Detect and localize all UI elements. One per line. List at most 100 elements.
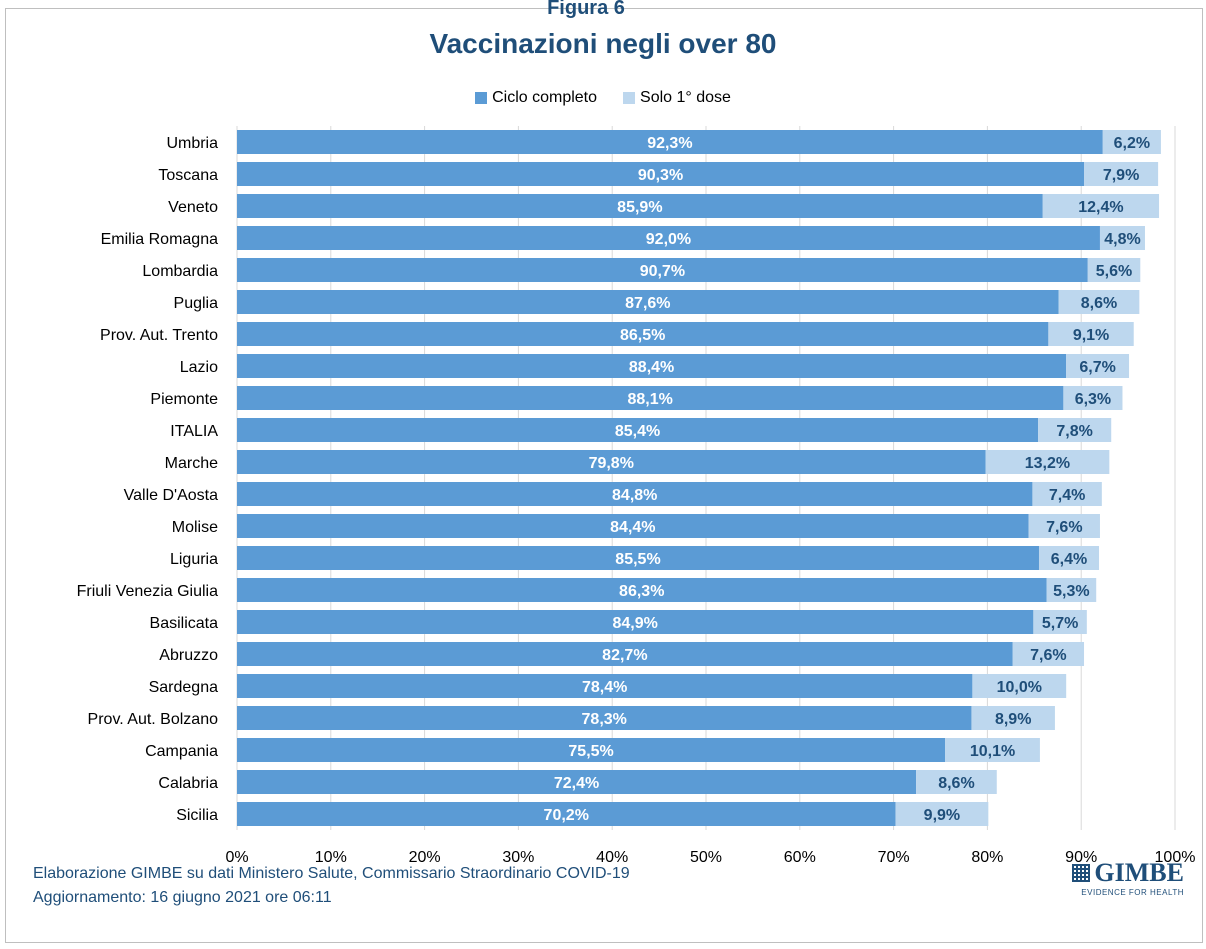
logo-tagline: EVIDENCE FOR HEALTH [1081, 888, 1184, 897]
category-label: Basilicata [150, 615, 219, 632]
logo-grid-icon [1072, 864, 1091, 882]
data-label-solo-prima-dose: 6,3% [1075, 391, 1111, 408]
bar-solo-prima-dose [1102, 130, 1161, 154]
bar-ciclo-completo [237, 802, 896, 826]
bar-solo-prima-dose [1063, 386, 1123, 410]
data-label-solo-prima-dose: 8,9% [995, 711, 1031, 728]
category-label: Sicilia [176, 807, 218, 824]
data-label-ciclo-completo: 84,9% [612, 615, 657, 632]
bar-ciclo-completo [237, 290, 1059, 314]
x-tick-label: 60% [784, 849, 816, 866]
bar-ciclo-completo [237, 194, 1043, 218]
bar-solo-prima-dose [971, 706, 1055, 730]
category-label: Marche [165, 455, 218, 472]
data-label-ciclo-completo: 82,7% [602, 647, 647, 664]
bar-solo-prima-dose [1048, 322, 1134, 346]
bar-solo-prima-dose [985, 450, 1110, 474]
bar-ciclo-completo [237, 354, 1067, 378]
data-label-ciclo-completo: 92,0% [646, 231, 691, 248]
bar-ciclo-completo [237, 386, 1064, 410]
data-label-solo-prima-dose: 6,4% [1051, 551, 1087, 568]
legend-swatch-first-dose [623, 92, 636, 104]
footer-updated: Aggiornamento: 16 giugno 2021 ore 06:11 [33, 889, 332, 906]
category-label: Umbria [166, 135, 218, 152]
data-label-ciclo-completo: 88,4% [629, 359, 674, 376]
legend-item-complete: Ciclo completo [475, 89, 597, 107]
data-label-solo-prima-dose: 8,6% [938, 775, 974, 792]
bar-solo-prima-dose [1032, 482, 1102, 506]
data-label-solo-prima-dose: 7,4% [1049, 487, 1085, 504]
bar-ciclo-completo [237, 322, 1049, 346]
data-label-ciclo-completo: 84,4% [610, 519, 655, 536]
bar-ciclo-completo [237, 706, 972, 730]
data-label-solo-prima-dose: 13,2% [1025, 455, 1070, 472]
x-tick-label: 80% [971, 849, 1003, 866]
bar-solo-prima-dose [1066, 354, 1130, 378]
category-label: Puglia [174, 295, 219, 312]
data-label-ciclo-completo: 78,4% [582, 679, 627, 696]
x-tick-label: 40% [596, 849, 628, 866]
chart-frame: Figura 6 [5, 0, 1203, 943]
data-label-ciclo-completo: 85,5% [615, 551, 660, 568]
data-label-solo-prima-dose: 10,1% [970, 743, 1015, 760]
category-label: Lombardia [142, 263, 218, 280]
category-label: Prov. Aut. Bolzano [88, 711, 219, 728]
bar-solo-prima-dose [1038, 418, 1112, 442]
data-label-ciclo-completo: 75,5% [568, 743, 613, 760]
bar-solo-prima-dose [1038, 546, 1100, 570]
bar-ciclo-completo [237, 546, 1039, 570]
data-label-solo-prima-dose: 7,8% [1056, 423, 1092, 440]
x-tick-label: 20% [409, 849, 441, 866]
bar-ciclo-completo [237, 674, 973, 698]
chart-title: Vaccinazioni negli over 80 [429, 28, 777, 59]
gimbe-logo: GIMBE EVIDENCE FOR HEALTH [1068, 858, 1184, 897]
data-label-solo-prima-dose: 6,7% [1079, 359, 1115, 376]
bar-solo-prima-dose [1012, 642, 1085, 666]
bar-ciclo-completo [237, 418, 1039, 442]
data-label-ciclo-completo: 70,2% [544, 807, 589, 824]
figure-label: Figura 6 [547, 0, 625, 19]
category-label: Lazio [180, 359, 218, 376]
bar-ciclo-completo [237, 738, 946, 762]
bar-solo-prima-dose [895, 802, 989, 826]
category-label: Molise [172, 519, 218, 536]
category-label: Piemonte [150, 391, 218, 408]
x-tick-label: 30% [502, 849, 534, 866]
data-label-solo-prima-dose: 7,9% [1103, 167, 1139, 184]
data-label-ciclo-completo: 88,1% [628, 391, 673, 408]
data-label-solo-prima-dose: 6,2% [1114, 135, 1150, 152]
data-label-ciclo-completo: 92,3% [647, 135, 692, 152]
data-label-solo-prima-dose: 7,6% [1030, 647, 1066, 664]
x-tick-label: 50% [690, 849, 722, 866]
bar-ciclo-completo [237, 578, 1047, 602]
bar-solo-prima-dose [1033, 610, 1087, 634]
category-label: Emilia Romagna [101, 231, 218, 248]
data-label-solo-prima-dose: 9,9% [924, 807, 960, 824]
category-label: Prov. Aut. Trento [100, 327, 218, 344]
data-label-ciclo-completo: 90,7% [640, 263, 685, 280]
category-label: Valle D'Aosta [124, 487, 218, 504]
footer: Elaborazione GIMBE su dati Ministero Sal… [33, 862, 630, 910]
data-label-ciclo-completo: 78,3% [582, 711, 627, 728]
bar-solo-prima-dose [972, 674, 1067, 698]
data-label-ciclo-completo: 85,4% [615, 423, 660, 440]
bar-ciclo-completo [237, 450, 986, 474]
category-label: Abruzzo [159, 647, 218, 664]
data-label-ciclo-completo: 79,8% [589, 455, 634, 472]
data-label-solo-prima-dose: 5,3% [1053, 583, 1089, 600]
data-label-solo-prima-dose: 8,6% [1081, 295, 1117, 312]
category-label: Calabria [158, 775, 218, 792]
category-label: Sardegna [149, 679, 218, 696]
data-label-solo-prima-dose: 5,7% [1042, 615, 1078, 632]
bar-ciclo-completo [237, 770, 917, 794]
data-label-ciclo-completo: 86,5% [620, 327, 665, 344]
x-tick-label: 70% [878, 849, 910, 866]
data-label-ciclo-completo: 85,9% [617, 199, 662, 216]
data-label-ciclo-completo: 84,8% [612, 487, 657, 504]
category-label: Toscana [158, 167, 218, 184]
bar-ciclo-completo [237, 610, 1034, 634]
bar-solo-prima-dose [1084, 162, 1159, 186]
x-tick-label: 90% [1065, 849, 1097, 866]
data-label-ciclo-completo: 86,3% [619, 583, 664, 600]
